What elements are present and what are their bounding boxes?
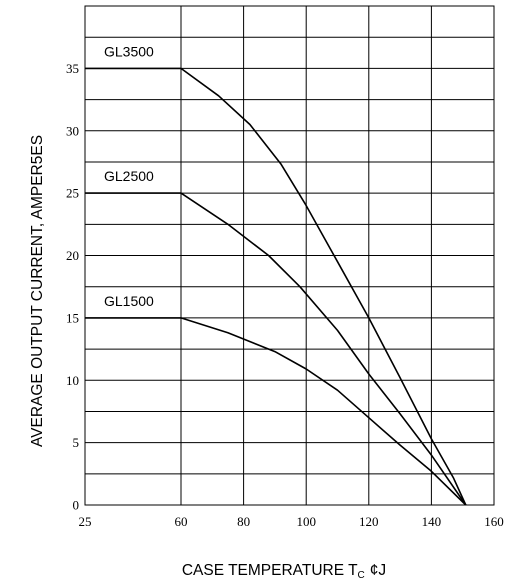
y-tick-label: 20 xyxy=(66,248,79,263)
series-line-gl1500 xyxy=(85,317,467,506)
y-tick-label: 35 xyxy=(66,61,79,76)
x-tick-label: 25 xyxy=(79,514,92,529)
series-label-gl3500: GL3500 xyxy=(104,43,154,59)
y-tick-label: 30 xyxy=(66,123,79,138)
x-axis-title-text: CASE TEMPERATURE T xyxy=(182,562,358,579)
x-tick-label: 140 xyxy=(422,514,442,529)
x-tick-label: 160 xyxy=(484,514,504,529)
y-tick-label: 25 xyxy=(66,186,79,201)
series-lines xyxy=(85,67,467,506)
y-tick-label: 5 xyxy=(73,435,80,450)
y-tick-label: 10 xyxy=(66,373,79,388)
x-tick-label: 60 xyxy=(175,514,188,529)
series-line-gl2500 xyxy=(85,192,467,506)
y-tick-label: 0 xyxy=(73,498,80,513)
series-line-gl3500 xyxy=(85,67,467,506)
x-tick-label: 100 xyxy=(296,514,316,529)
x-tick-labels: 25 60 80 100 120 140 160 xyxy=(79,514,504,529)
grid xyxy=(85,6,494,505)
x-axis-title: CASE TEMPERATURE TC ¢J xyxy=(182,562,386,581)
y-tick-labels: 0 5 10 15 20 25 30 35 xyxy=(66,61,79,513)
series-labels: GL3500 GL2500 GL1500 xyxy=(104,43,154,309)
x-axis-title-subscript: C xyxy=(358,570,365,581)
x-tick-label: 80 xyxy=(237,514,250,529)
x-axis-title-unit: ¢J xyxy=(370,562,386,579)
y-tick-label: 15 xyxy=(66,310,79,325)
plot-frame xyxy=(84,5,495,506)
y-axis-title: AVERAGE OUTPUT CURRENT, AMPER5ES xyxy=(29,135,46,447)
series-label-gl2500: GL2500 xyxy=(104,168,154,184)
x-tick-label: 120 xyxy=(359,514,379,529)
series-label-gl1500: GL1500 xyxy=(104,293,154,309)
